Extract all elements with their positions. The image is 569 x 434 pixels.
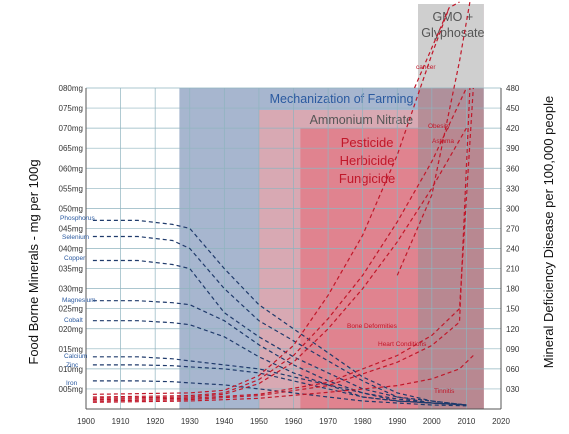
line-asthma (92, 127, 467, 399)
right-tick-330: 330 (506, 184, 520, 193)
line-copper (92, 259, 467, 406)
right-tick-060: 060 (506, 365, 520, 374)
left-tick-055mg: 055mg (59, 184, 83, 193)
line-extra-7 (396, 1, 471, 276)
line-heart-conditions (92, 87, 471, 402)
right-tick-360: 360 (506, 164, 520, 173)
right-tick-090: 090 (506, 345, 520, 354)
right-tick-210: 210 (506, 265, 520, 274)
right-tick-150: 150 (506, 305, 520, 314)
x-tick-2000: 2000 (423, 417, 441, 426)
right-tick-480: 480 (506, 84, 520, 93)
band-label-pesticide: Pesticide Herbicide Fungicide (339, 135, 395, 186)
x-tick-2020: 2020 (492, 417, 510, 426)
left-tick-020mg: 020mg (59, 325, 83, 334)
label-cancer: cancer (416, 64, 436, 71)
right-tick-030: 030 (506, 385, 520, 394)
x-tick-1990: 1990 (388, 417, 406, 426)
right-tick-420: 420 (506, 124, 520, 133)
right-tick-450: 450 (506, 104, 520, 113)
line-extra-6 (413, 1, 460, 89)
left-tick-005mg: 005mg (59, 385, 83, 394)
axes: 1900 1910 1920 1930 1940 1950 1960 1970 1980 1990… (59, 84, 520, 426)
right-tick-120: 120 (506, 325, 520, 334)
right-tick-240: 240 (506, 245, 520, 254)
right-tick-390: 390 (506, 144, 520, 153)
line-cobalt (92, 320, 467, 406)
right-tick-180: 180 (506, 285, 520, 294)
x-tick-1900: 1900 (77, 417, 95, 426)
line-magnesium (92, 300, 467, 406)
line-obesity (92, 87, 467, 398)
x-tick-1930: 1930 (181, 417, 199, 426)
label-tinnitis: Tinnitis (434, 388, 455, 395)
left-axis-title: Food Borne Minerals - mg per 100g (26, 159, 41, 364)
x-tick-1920: 1920 (146, 417, 164, 426)
label-copper: Copper (64, 255, 86, 262)
band-label-ammonium-nitrate: Ammonium Nitrate (310, 113, 414, 127)
x-tick-1970: 1970 (319, 417, 337, 426)
x-tick-1980: 1980 (354, 417, 372, 426)
x-tick-1950: 1950 (250, 417, 268, 426)
left-tick-040mg: 040mg (59, 245, 83, 254)
label-iron: Iron (66, 380, 78, 387)
left-tick-030mg: 030mg (59, 285, 83, 294)
right-tick-300: 300 (506, 204, 520, 213)
band-label-mechanization: Mechanization of Farming (270, 92, 414, 106)
line-zinc (92, 364, 467, 406)
label-calcium: Calcium (64, 353, 87, 360)
label-phosphorus: Phosphorus (60, 215, 95, 222)
left-tick-065mg: 065mg (59, 144, 83, 153)
left-tick-025mg: 025mg (59, 305, 83, 314)
line-calcium (92, 356, 467, 406)
left-tick-080mg: 080mg (59, 84, 83, 93)
line-phosphorus (92, 219, 467, 406)
x-tick-1940: 1940 (215, 417, 233, 426)
line-bone-deformities (92, 87, 474, 401)
disease-series-lines (92, 1, 474, 403)
x-tick-1910: 1910 (112, 417, 130, 426)
line-selenium (92, 235, 467, 406)
left-tick-035mg: 035mg (59, 265, 83, 274)
label-heart-conditions: Heart Conditions (378, 341, 427, 348)
line-cancer (92, 7, 450, 395)
x-tick-1960: 1960 (285, 417, 303, 426)
label-cobalt: Cobalt (64, 317, 83, 324)
left-tick-050mg: 050mg (59, 204, 83, 213)
label-selenium: Selenium (62, 234, 89, 241)
left-tick-010mg: 010mg (59, 365, 83, 374)
x-tick-2010: 2010 (458, 417, 476, 426)
left-tick-060mg: 060mg (59, 164, 83, 173)
left-tick-070mg: 070mg (59, 124, 83, 133)
era-bands: Mechanization of Farming Ammonium Nitrate… (179, 4, 485, 409)
series-labels: Phosphorus Selenium Copper Magnesium Cobalt C… (60, 64, 455, 395)
label-asthma: Asthma (432, 138, 454, 145)
left-tick-045mg: 045mg (59, 224, 83, 233)
label-obesity: Obesity (428, 123, 451, 130)
label-bone-deformities: Bone Deformities (347, 323, 398, 330)
label-magnesium: Magnesium (62, 297, 96, 304)
left-tick-015mg: 015mg (59, 345, 83, 354)
right-axis-title: Mineral Deficiency Disease per 100,000 p… (541, 96, 556, 368)
left-tick-075mg: 075mg (59, 104, 83, 113)
right-tick-270: 270 (506, 224, 520, 233)
band-gmo-header (418, 4, 484, 88)
line-tinnitis (92, 355, 474, 403)
label-zinc: Zinc (66, 362, 79, 369)
